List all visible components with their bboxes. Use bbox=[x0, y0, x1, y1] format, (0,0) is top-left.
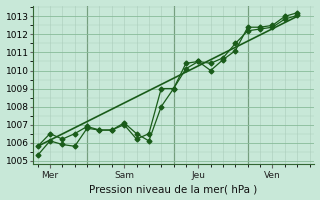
X-axis label: Pression niveau de la mer( hPa ): Pression niveau de la mer( hPa ) bbox=[90, 184, 258, 194]
